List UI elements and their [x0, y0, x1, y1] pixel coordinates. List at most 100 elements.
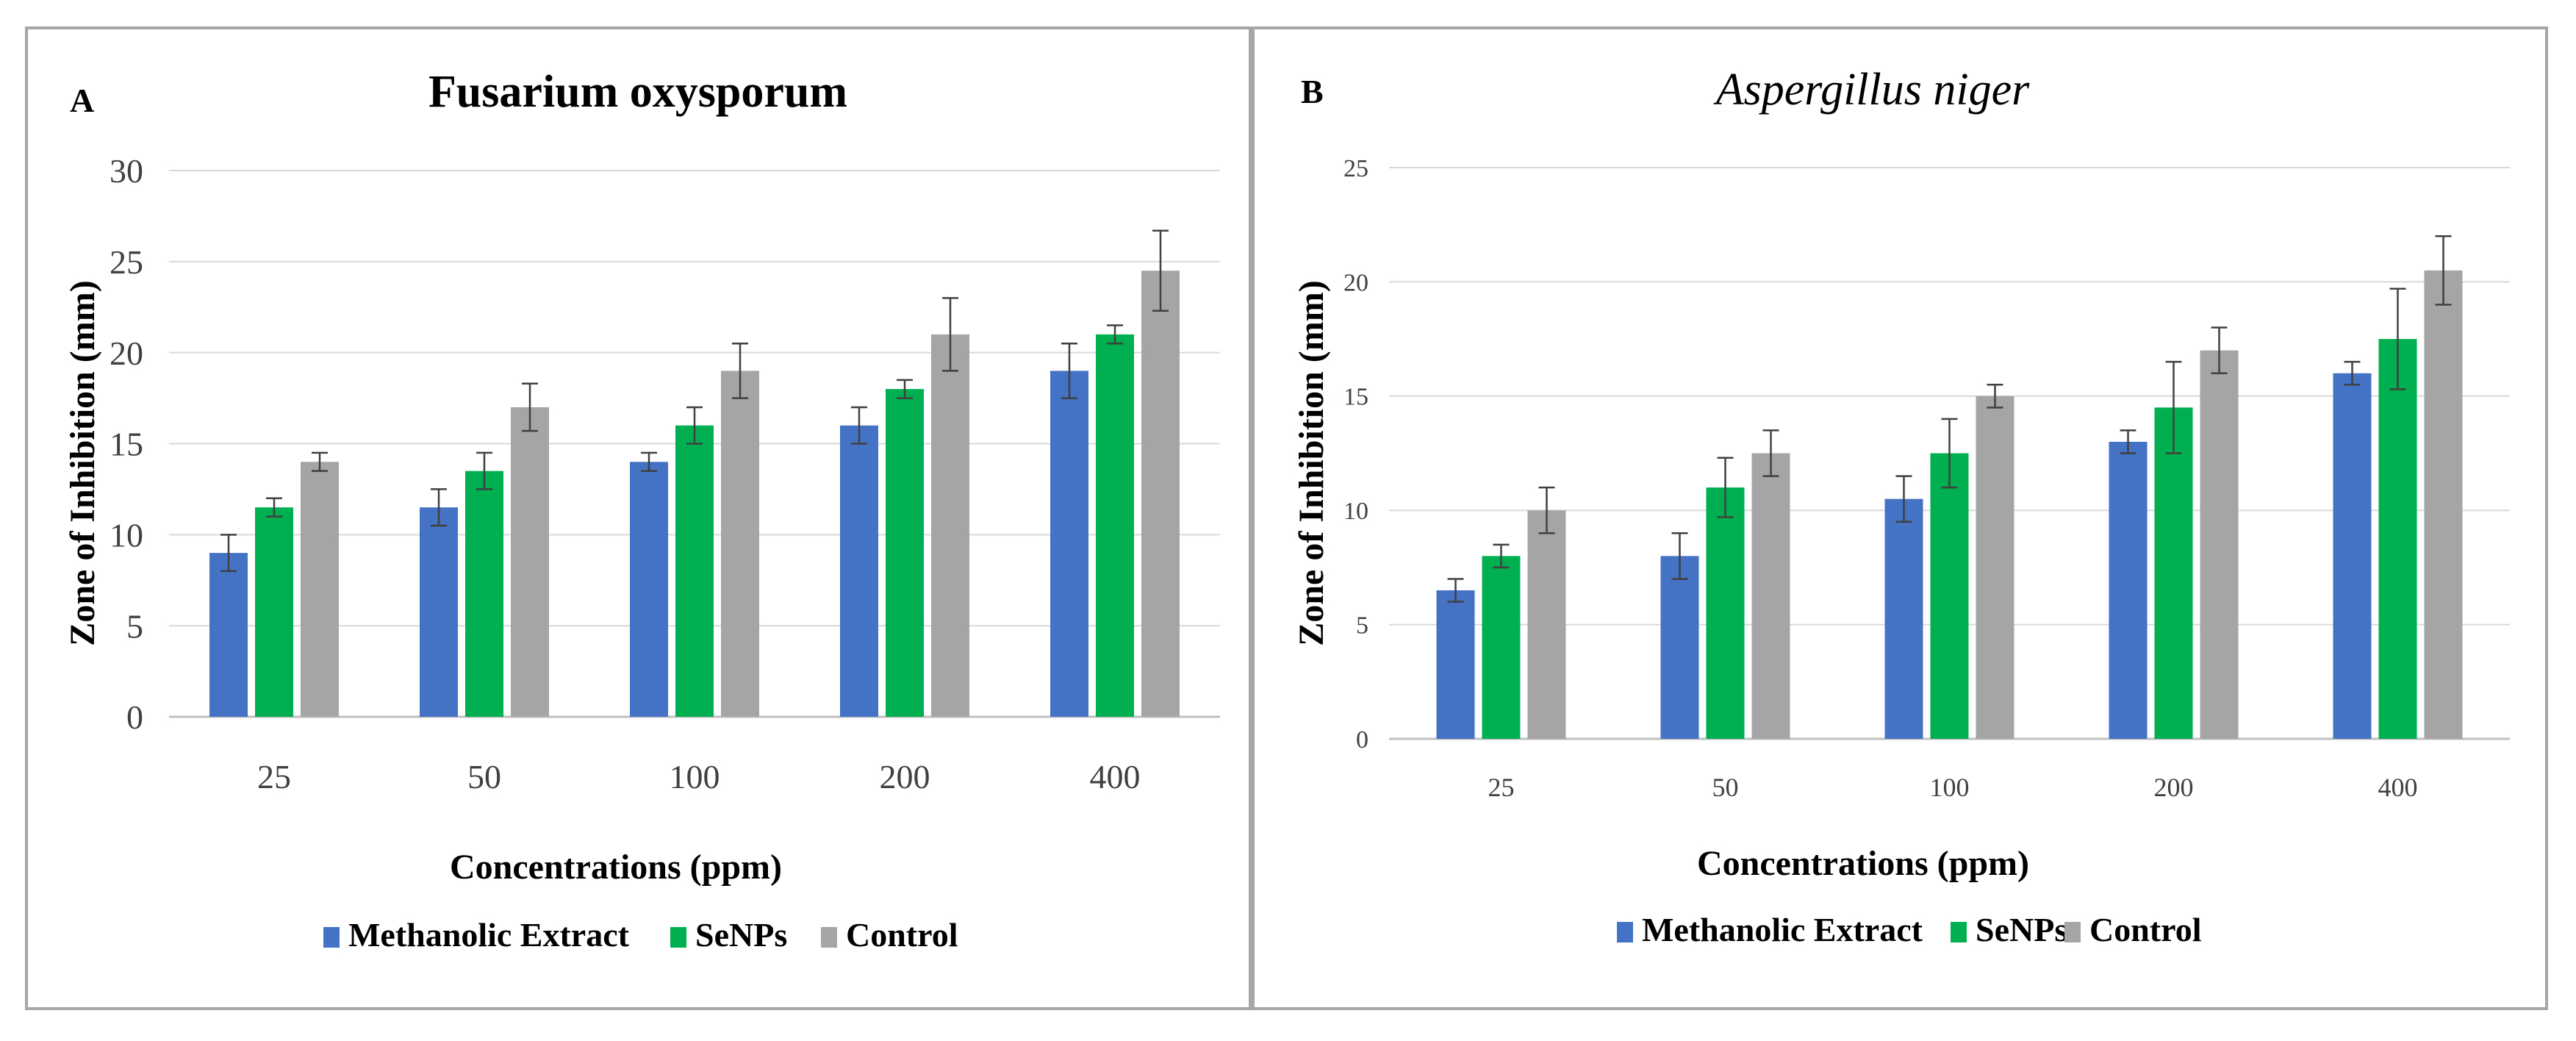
- panel-a-error-bar: [1107, 324, 1123, 345]
- panel-b-error-bar: [1895, 475, 1912, 523]
- panel-a-error-bar: [220, 534, 237, 573]
- panel-b-bar: [1976, 396, 2014, 739]
- panel-a-y-tick-label: 10: [110, 516, 143, 554]
- panel-b-bar: [2333, 373, 2372, 739]
- panel-a-y-tick-label: 25: [110, 243, 143, 281]
- panel-a-bar: [931, 334, 969, 717]
- panel-a-bar: [465, 471, 503, 717]
- panel-b-x-tick-label: 400: [2378, 773, 2418, 802]
- panel-a-y-tick-label: 20: [110, 335, 143, 372]
- panel-a-bar: [840, 425, 878, 717]
- panel-b-legend-label: Methanolic Extract: [1642, 911, 1923, 948]
- panel-b-legend-label: Control: [2089, 911, 2202, 948]
- panel-a-error-bar: [942, 297, 958, 372]
- panel-a-error-bar: [522, 382, 538, 432]
- panel-b-error-bar: [2344, 360, 2361, 386]
- panel-a-bar: [255, 507, 293, 717]
- panel-b-bar: [1884, 498, 1923, 739]
- panel-b-bar: [1660, 556, 1699, 739]
- panel-a-bar: [886, 389, 924, 717]
- panel-b-x-axis-label: Concentrations (ppm): [1697, 844, 2029, 883]
- panel-b-y-tick-label: 5: [1356, 612, 1368, 640]
- panel-b-error-bar: [1987, 384, 2003, 409]
- panel-a-legend-label: Control: [846, 916, 958, 954]
- panel-b-legend-swatch: [1617, 922, 1633, 942]
- panel-a-error-bar: [312, 451, 328, 472]
- panel-a-legend-swatch: [670, 927, 686, 948]
- panel-a-error-bar: [641, 451, 657, 472]
- panel-a-bar: [301, 462, 339, 717]
- panel-a-border: [25, 26, 1252, 1010]
- panel-b-error-bar: [1941, 418, 1958, 489]
- panel-a-x-tick-label: 100: [670, 758, 720, 795]
- panel-b: B Aspergillus niger 0 5 10 15 20 25 25 50 100 20…: [1252, 26, 2548, 1010]
- panel-b-border: [1252, 26, 2548, 1010]
- panel-b-x-tick-label: 100: [1930, 773, 1970, 802]
- panel-b-bar: [1527, 510, 1566, 739]
- panel-a-title: Fusarium oxysporum: [428, 67, 847, 117]
- panel-a-legend-label: SeNPs: [695, 916, 787, 954]
- panel-a-y-tick-label: 5: [126, 607, 143, 645]
- panel-b-bar: [1751, 453, 1790, 739]
- panel-a-x-tick-label: 50: [467, 758, 501, 795]
- panel-b-bar: [2424, 270, 2463, 739]
- panel-a-bar: [630, 462, 668, 717]
- panel-a-y-tick-label: 0: [126, 698, 143, 736]
- panel-b-bar: [2154, 407, 2193, 739]
- panel-a-error-bar: [1061, 343, 1077, 399]
- panel-b-error-bar: [1717, 457, 1734, 518]
- panel-b-error-bar: [2435, 235, 2452, 306]
- panel-b-y-tick-label: 10: [1343, 498, 1368, 525]
- panel-a-x-tick-label: 400: [1090, 758, 1141, 795]
- panel-b-letter: B: [1301, 73, 1324, 110]
- panel-b-legend-swatch: [2064, 922, 2081, 942]
- panel-a-bar: [420, 507, 458, 717]
- panel-b-x-tick-label: 50: [1712, 773, 1739, 802]
- panel-a-error-bar: [476, 451, 492, 490]
- panel-a-x-tick-label: 25: [257, 758, 291, 795]
- panel-a-bar: [209, 553, 248, 717]
- panel-a-x-tick-label: 200: [880, 758, 930, 795]
- panel-a-error-bar: [431, 488, 447, 527]
- panel-a-bar: [1050, 371, 1088, 717]
- panel-b-error-bar: [2211, 326, 2228, 374]
- panel-b-title: Aspergillus niger: [1713, 65, 2030, 115]
- panel-a-y-tick-label: 30: [110, 152, 143, 190]
- panel-b-bar: [2109, 441, 2148, 739]
- panel-a-error-bar: [266, 497, 282, 518]
- panel-b-bar: [1436, 590, 1475, 739]
- panel-b-bar: [1706, 487, 1745, 739]
- panel-b-legend: Methanolic Extract SeNPs Control: [1617, 911, 2202, 948]
- panel-a-y-axis-label: Zone of Inhibition (mm): [63, 280, 102, 645]
- panel-a-y-tick-label: 15: [110, 426, 143, 463]
- panel-a-error-bar: [1152, 229, 1169, 312]
- panel-a-error-bar: [851, 406, 867, 445]
- panel-b-error-bar: [1447, 578, 1464, 603]
- panel-a-x-axis-label: Concentrations (ppm): [450, 848, 782, 887]
- panel-a-error-bar: [897, 379, 913, 399]
- panel-b-error-bar: [2389, 287, 2406, 390]
- panel-b-error-bar: [2120, 429, 2136, 454]
- panel-b-y-tick-label: 15: [1343, 384, 1368, 411]
- panel-b-bar: [1482, 556, 1521, 739]
- panel-b-error-bar: [1762, 429, 1779, 477]
- panel-b-y-tick-label: 0: [1356, 726, 1368, 754]
- panel-a-error-bar: [732, 343, 748, 399]
- panel-a-bar: [1096, 334, 1134, 717]
- panel-a-error-bar: [686, 406, 703, 445]
- panel-a-bar: [511, 407, 549, 717]
- panel-a-legend: Methanolic Extract SeNPs Control: [323, 916, 958, 954]
- panel-b-error-bar: [1493, 543, 1510, 569]
- panel-b-error-bar: [1538, 486, 1555, 534]
- panel-b-error-bar: [1671, 532, 1688, 580]
- panel-a-letter: A: [70, 82, 94, 119]
- panel-b-bar: [2378, 339, 2417, 740]
- panel-b-error-bar: [2165, 360, 2182, 454]
- panel-b-bar: [1930, 453, 1969, 739]
- panel-a-bar: [1141, 271, 1180, 717]
- panel-a-bar: [675, 425, 714, 717]
- panel-a-legend-swatch: [323, 927, 340, 948]
- panel-a-legend-label: Methanolic Extract: [348, 916, 630, 954]
- panel-b-legend-label: SeNPs: [1976, 911, 2067, 948]
